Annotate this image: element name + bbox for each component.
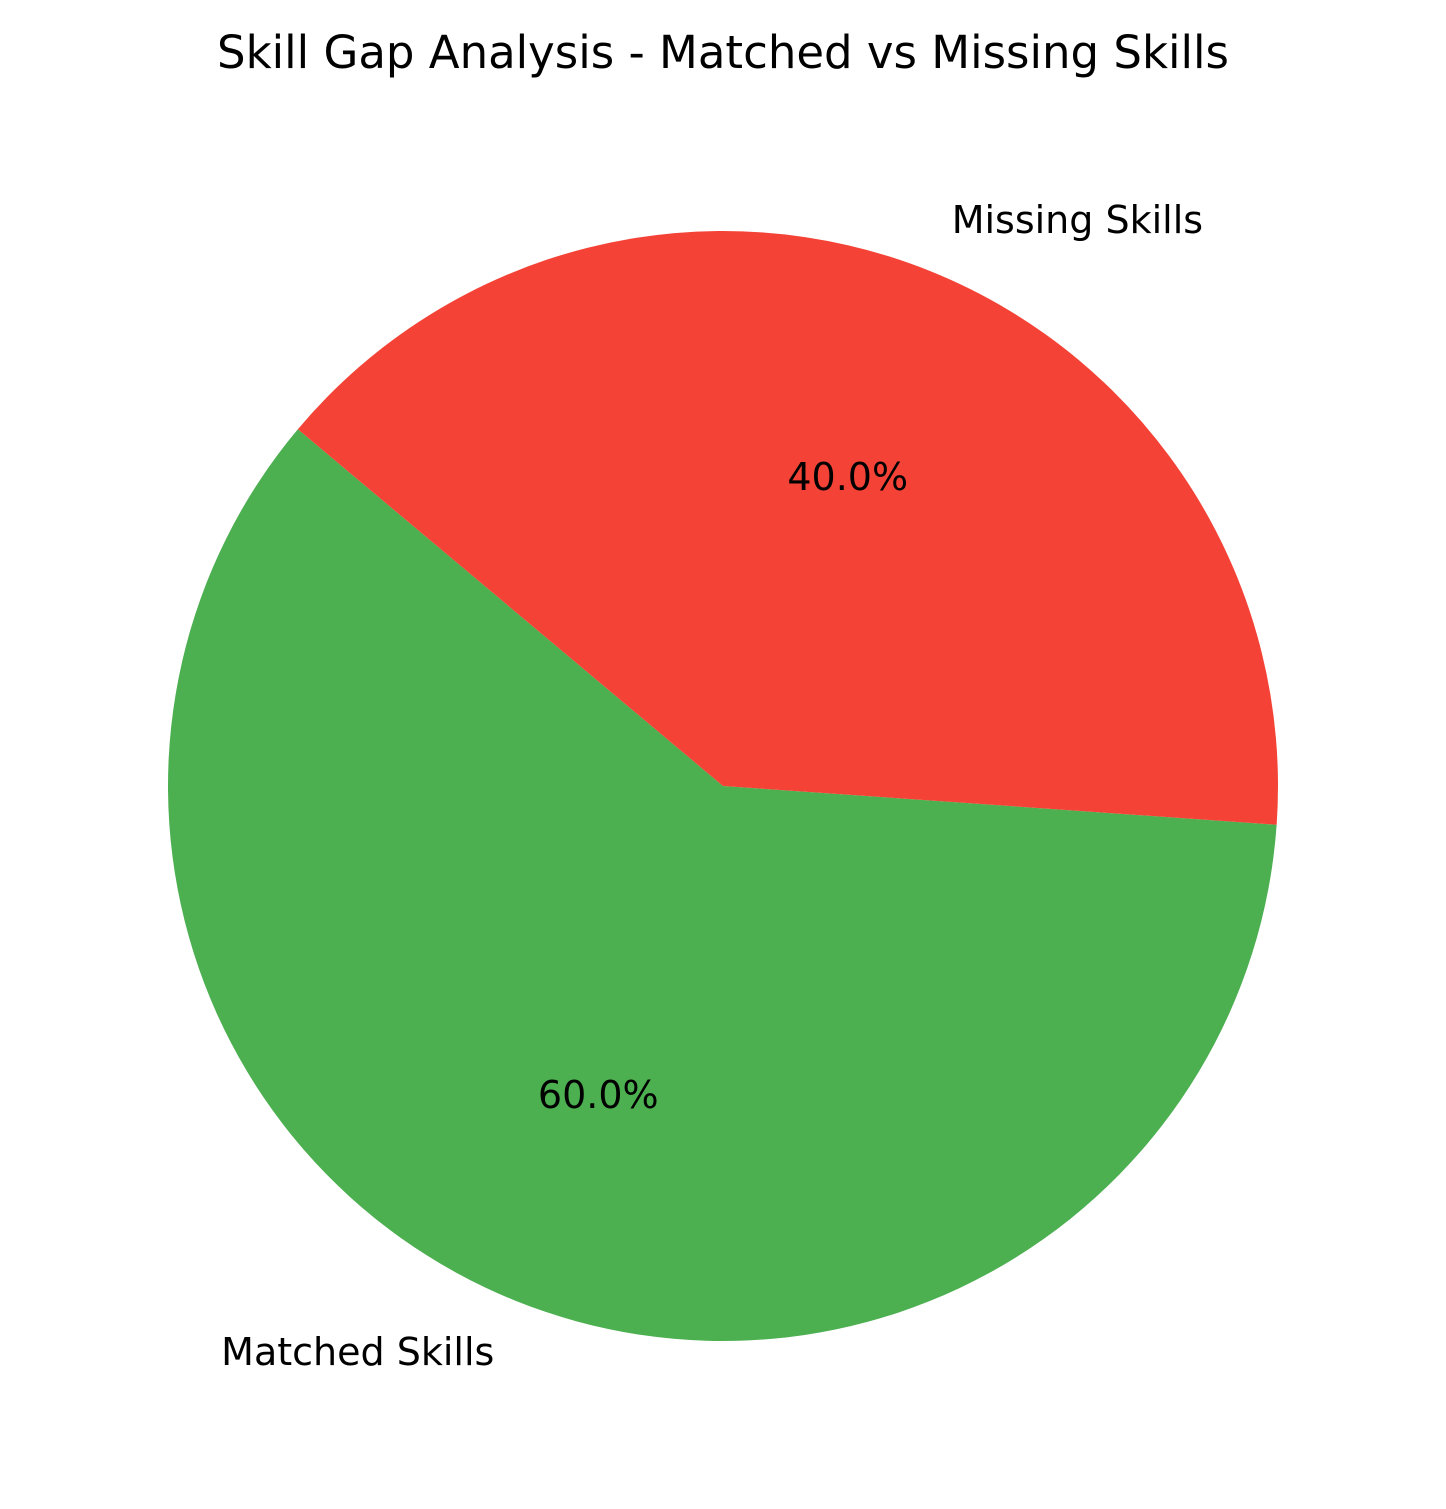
slice-label-matched-skills: Matched Skills xyxy=(221,1330,494,1374)
pct-label-missing-skills: 40.0% xyxy=(787,455,908,499)
slice-label-missing-skills: Missing Skills xyxy=(952,198,1203,242)
pie-slice-matched-skills xyxy=(168,429,1277,1342)
chart-title: Skill Gap Analysis - Matched vs Missing … xyxy=(217,26,1229,79)
pie-slice-missing-skills xyxy=(297,230,1278,825)
pie-labels: 60.0% Matched Skills 40.0% Missing Skills xyxy=(221,198,1203,1374)
pct-label-matched-skills: 60.0% xyxy=(538,1073,659,1117)
pie-slices xyxy=(168,230,1278,1342)
